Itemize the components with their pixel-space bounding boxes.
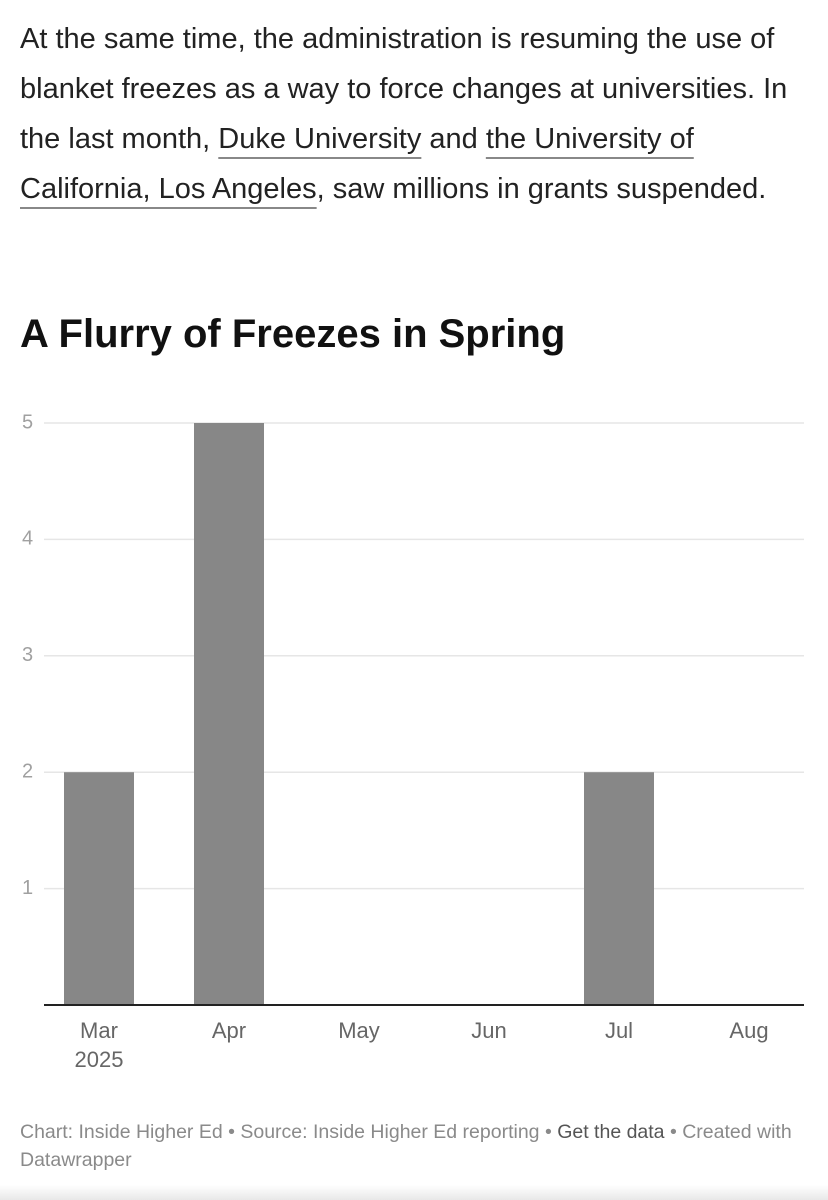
bar: [584, 772, 654, 1005]
x-tick-label: Apr: [211, 1018, 247, 1043]
chart-title: A Flurry of Freezes in Spring: [20, 312, 566, 356]
article-link[interactable]: Duke University: [218, 123, 422, 155]
chart-footer: Chart: Inside Higher Ed • Source: Inside…: [20, 1121, 792, 1171]
article-text: , saw millions in grants suspended.: [316, 173, 767, 205]
footer-source: Source: Inside Higher Ed reporting: [240, 1121, 540, 1143]
y-tick-label: 2: [22, 760, 33, 782]
y-tick-label: 5: [22, 411, 33, 433]
bar: [194, 423, 264, 1005]
x-tick-label: Aug: [729, 1018, 769, 1043]
footer-created: Created with Datawrapper: [20, 1121, 792, 1171]
x-tick-label: Jul: [604, 1018, 634, 1043]
article-link[interactable]: the University of California, Los Angele…: [20, 123, 694, 205]
x-tick-label: Jun: [471, 1018, 507, 1043]
article-text: At the same time, the administration is …: [20, 23, 788, 155]
chart: 1 2 3 4 5: [22, 411, 804, 1006]
y-tick-label: 3: [22, 644, 33, 666]
get-data-link[interactable]: Get the data: [557, 1121, 665, 1143]
x-tick-label: May: [338, 1018, 380, 1043]
bar: [64, 772, 134, 1005]
article-text: and: [421, 123, 486, 155]
x-tick-label: Mar 2025: [74, 1018, 124, 1072]
bottom-shade: [0, 1185, 828, 1200]
footer-credit: Chart: Inside Higher Ed: [20, 1121, 223, 1143]
y-tick-label: 1: [22, 877, 33, 899]
y-tick-label: 4: [22, 528, 33, 550]
article-paragraph: At the same time, the administration is …: [20, 14, 812, 214]
